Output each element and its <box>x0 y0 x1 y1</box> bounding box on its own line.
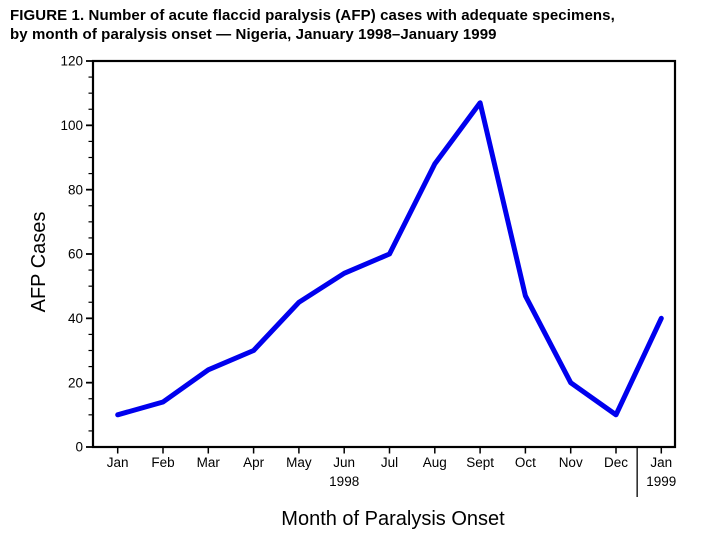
x-tick-label: Jan <box>107 455 129 470</box>
x-tick-label: Oct <box>515 455 536 470</box>
year-label-1998: 1998 <box>329 474 359 489</box>
y-tick-label: 100 <box>60 118 83 133</box>
x-tick-label: Feb <box>151 455 174 470</box>
year-label-1999: 1999 <box>646 474 676 489</box>
x-tick-label: Apr <box>243 455 265 470</box>
x-tick-label: Jun <box>333 455 355 470</box>
y-tick-label: 0 <box>75 440 83 455</box>
y-tick-label: 60 <box>68 247 83 262</box>
y-tick-label: 120 <box>60 54 83 69</box>
y-tick-label: 40 <box>68 311 83 326</box>
x-tick-label: Mar <box>197 455 221 470</box>
x-tick-label: Dec <box>604 455 628 470</box>
y-tick-label: 80 <box>68 182 83 197</box>
x-tick-label: Nov <box>559 455 583 470</box>
afp-cases-line <box>115 100 664 418</box>
x-tick-label: May <box>286 455 312 470</box>
x-tick-label: Jul <box>381 455 398 470</box>
x-tick-label: Jan <box>650 455 672 470</box>
plot-frame <box>91 59 677 449</box>
figure-title-line-2: by month of paralysis onset — Nigeria, J… <box>10 26 497 43</box>
x-tick-label: Sept <box>466 455 494 470</box>
figure-title: FIGURE 1. Number of acute flaccid paraly… <box>10 6 712 44</box>
x-axis-title: Month of Paralysis Onset <box>281 508 505 530</box>
x-tick-label: Aug <box>423 455 447 470</box>
figure-title-line-1: FIGURE 1. Number of acute flaccid paraly… <box>10 7 615 24</box>
y-axis-title: AFP Cases <box>28 211 50 313</box>
y-tick-label: 20 <box>68 375 83 390</box>
